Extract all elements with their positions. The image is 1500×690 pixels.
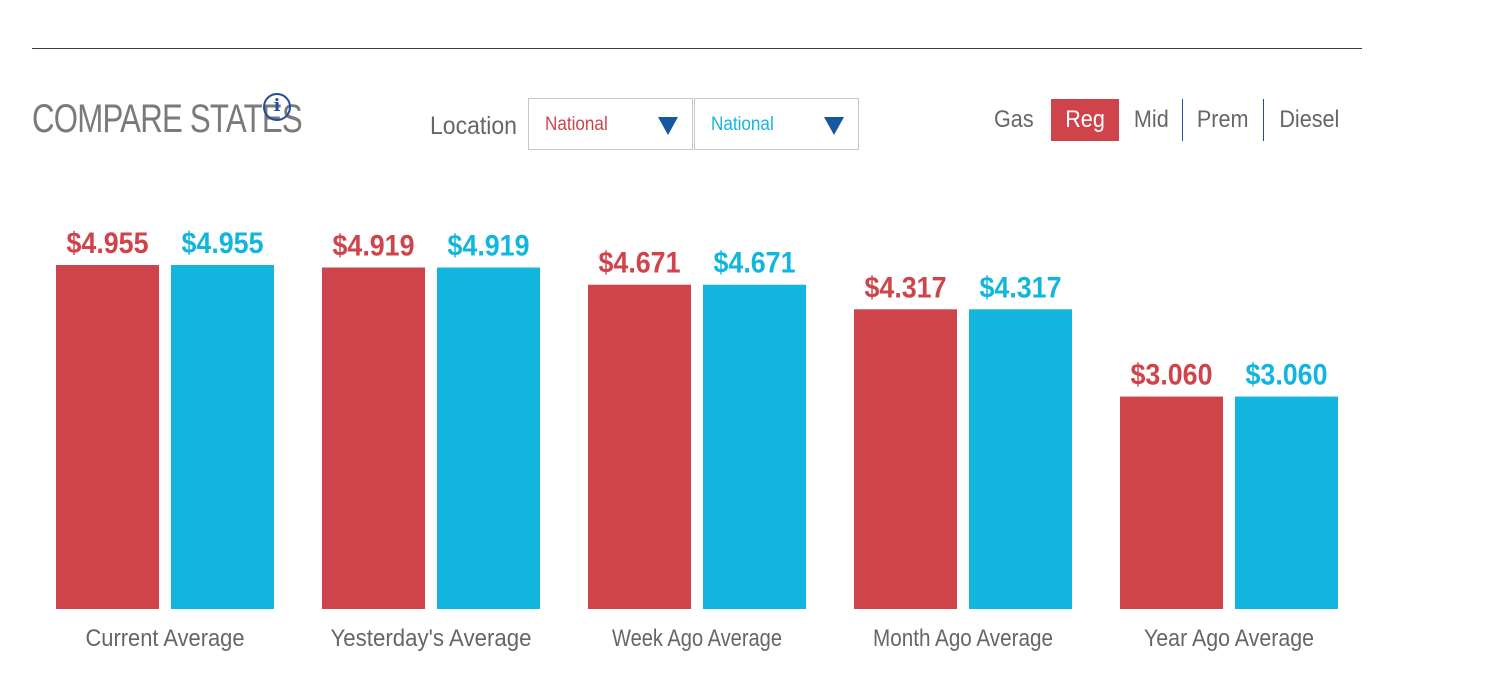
tab-reg-label: Reg — [1065, 106, 1105, 133]
value-label-a-3: $4.317 — [865, 271, 947, 304]
category-label-3: Month Ago Average — [873, 625, 1053, 652]
value-label-a-2: $4.671 — [599, 247, 681, 280]
location-select-b[interactable]: National — [694, 98, 859, 150]
tab-prem[interactable]: Prem — [1187, 99, 1259, 141]
bar-a-1 — [322, 267, 425, 609]
category-label-0: Current Average — [86, 625, 245, 652]
bar-a-0 — [56, 265, 159, 609]
title-group: COMPARE STATES — [32, 96, 303, 142]
info-icon[interactable]: i — [263, 93, 291, 121]
tab-diesel-label: Diesel — [1278, 106, 1340, 133]
category-label-2: Week Ago Average — [612, 625, 782, 652]
location-select-a[interactable]: National — [528, 98, 693, 150]
location-select-a-value: National — [545, 114, 608, 135]
bar-b-4 — [1235, 396, 1338, 609]
bar-a-2 — [588, 284, 691, 609]
top-divider — [32, 48, 1362, 49]
category-label-4: Year Ago Average — [1144, 625, 1314, 652]
bar-b-2 — [703, 284, 806, 609]
value-label-a-1: $4.919 — [333, 229, 415, 262]
bar-b-1 — [437, 267, 540, 609]
category-label-1: Yesterday's Average — [331, 625, 532, 652]
value-label-b-3: $4.317 — [980, 271, 1062, 304]
location-label: Location — [430, 112, 517, 140]
tab-prem-label: Prem — [1197, 106, 1249, 133]
gas-label: Gas — [994, 106, 1034, 133]
tab-divider — [1263, 99, 1264, 141]
tab-mid-label: Mid — [1133, 106, 1169, 133]
value-label-b-2: $4.671 — [714, 247, 796, 280]
tab-divider — [1182, 99, 1183, 141]
tab-mid[interactable]: Mid — [1124, 99, 1178, 141]
value-label-a-0: $4.955 — [67, 227, 149, 260]
tab-diesel[interactable]: Diesel — [1268, 99, 1350, 141]
value-label-b-4: $3.060 — [1246, 359, 1328, 392]
value-label-a-4: $3.060 — [1131, 359, 1213, 392]
bar-a-4 — [1120, 396, 1223, 609]
bar-b-3 — [969, 309, 1072, 609]
value-label-b-0: $4.955 — [182, 227, 264, 260]
tab-reg[interactable]: Reg — [1051, 99, 1119, 141]
chevron-down-icon — [658, 117, 678, 135]
value-label-b-1: $4.919 — [448, 229, 530, 262]
bar-b-0 — [171, 265, 274, 609]
bar-a-3 — [854, 309, 957, 609]
chevron-down-icon — [824, 117, 844, 135]
location-select-b-value: National — [711, 114, 774, 135]
